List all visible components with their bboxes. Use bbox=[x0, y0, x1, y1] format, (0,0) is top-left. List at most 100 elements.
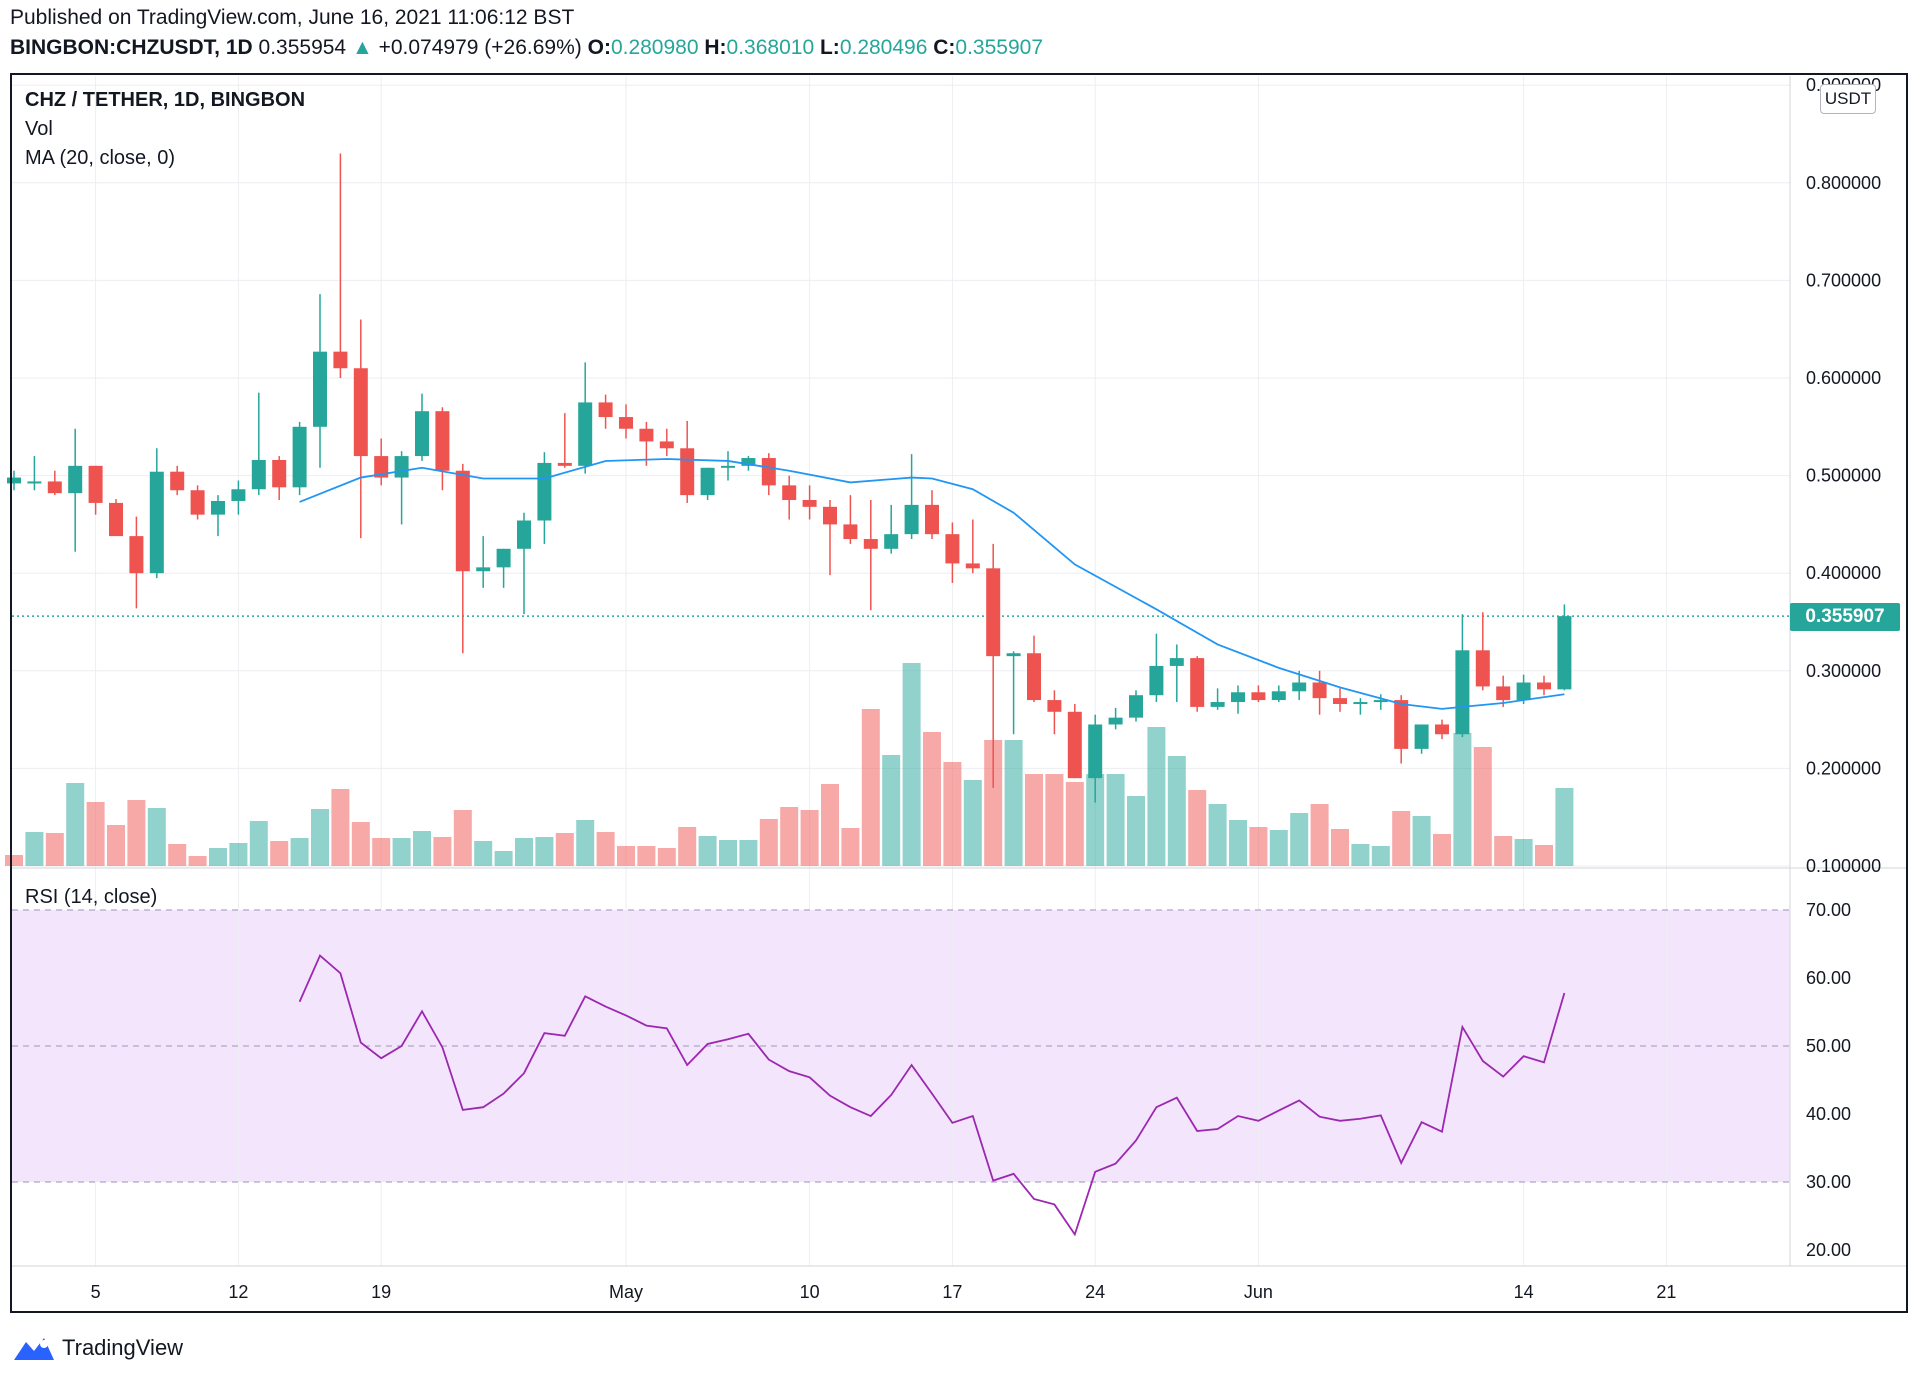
candle-body bbox=[149, 471, 164, 574]
volume-bar bbox=[739, 840, 758, 866]
volume-bar bbox=[1188, 790, 1207, 866]
volume-bar bbox=[453, 810, 472, 866]
symbol-label: BINGBON:CHZUSDT, 1D bbox=[10, 36, 253, 59]
volume-bar bbox=[1555, 788, 1574, 866]
candle-body bbox=[231, 489, 246, 501]
volume-bar bbox=[821, 784, 839, 866]
candle-body bbox=[374, 456, 389, 478]
time-tick-label: 14 bbox=[1514, 1282, 1534, 1302]
volume-bar bbox=[963, 780, 982, 866]
logo-text: TradingView bbox=[62, 1335, 184, 1360]
candle-body bbox=[190, 490, 205, 515]
volume-bar bbox=[127, 800, 146, 866]
currency-button[interactable]: USDT bbox=[1820, 84, 1876, 114]
rsi-legend: RSI (14, close) bbox=[25, 886, 158, 908]
volume-bar bbox=[1229, 820, 1247, 866]
rsi-tick-label: 40.00 bbox=[1806, 1104, 1851, 1124]
volume-bar bbox=[1433, 834, 1451, 866]
grid-lines bbox=[12, 76, 1906, 1267]
candle-body bbox=[1088, 724, 1103, 779]
rsi-line bbox=[298, 954, 1566, 1237]
volume-bars bbox=[5, 663, 1574, 866]
candle-body bbox=[292, 426, 307, 488]
volume-bar bbox=[107, 825, 125, 866]
candle-body bbox=[1475, 650, 1490, 687]
volume-bar bbox=[351, 822, 370, 866]
candle-body bbox=[578, 402, 593, 466]
time-tick-label: Jun bbox=[1244, 1282, 1273, 1302]
volume-bar bbox=[474, 841, 493, 866]
candle-body bbox=[455, 470, 470, 572]
candle-body bbox=[129, 536, 144, 574]
candle-body bbox=[1455, 650, 1470, 735]
volume-bar bbox=[984, 740, 1003, 866]
rsi-tick-label: 70.00 bbox=[1806, 900, 1851, 920]
candle-body bbox=[272, 459, 287, 488]
tradingview-logo-icon bbox=[14, 1338, 54, 1360]
time-tick-label: May bbox=[609, 1282, 643, 1302]
candle-body bbox=[1435, 724, 1449, 735]
candle-body bbox=[986, 568, 1001, 657]
candle-body bbox=[1537, 682, 1551, 690]
volume-legend: Vol bbox=[25, 118, 53, 140]
indicator-lines bbox=[298, 458, 1566, 1237]
volume-bar bbox=[1371, 846, 1390, 866]
candle-body bbox=[517, 520, 531, 549]
low-label: L: bbox=[819, 36, 840, 59]
time-tick-label: 19 bbox=[371, 1282, 391, 1302]
candle-body bbox=[88, 465, 103, 503]
volume-bar bbox=[1127, 796, 1145, 866]
volume-bar bbox=[1249, 827, 1268, 866]
time-tick-label: 10 bbox=[800, 1282, 820, 1302]
candle-body bbox=[333, 351, 348, 369]
volume-bar bbox=[5, 855, 23, 866]
volume-bar bbox=[698, 836, 717, 866]
candle-body bbox=[1414, 724, 1429, 749]
candle-body bbox=[1027, 653, 1041, 701]
volume-bar bbox=[392, 838, 411, 866]
candle-body bbox=[965, 563, 980, 569]
volume-bar bbox=[1351, 844, 1370, 866]
volume-bar bbox=[1025, 774, 1043, 866]
price-change: +0.074979 (+26.69%) bbox=[378, 36, 582, 59]
candle-body bbox=[47, 481, 62, 494]
volume-bar bbox=[902, 663, 921, 866]
open-value: 0.280980 bbox=[610, 36, 699, 59]
rsi-band bbox=[12, 910, 1790, 1182]
volume-bar bbox=[841, 828, 860, 866]
open-label: O: bbox=[587, 36, 611, 59]
volume-bar bbox=[1269, 830, 1288, 866]
close-value: 0.355907 bbox=[955, 36, 1044, 59]
rsi-tick-label: 60.00 bbox=[1806, 968, 1851, 988]
candle-body bbox=[353, 368, 368, 457]
price-tick-label: 0.500000 bbox=[1806, 466, 1881, 486]
volume-bar bbox=[555, 833, 574, 866]
candle-body bbox=[557, 462, 572, 466]
volume-bar bbox=[209, 848, 227, 866]
volume-bar bbox=[331, 789, 350, 866]
volume-bar bbox=[433, 837, 452, 866]
candle-body bbox=[782, 485, 797, 500]
volume-bar bbox=[1331, 829, 1349, 866]
volume-bar bbox=[1004, 740, 1023, 866]
candle-body bbox=[741, 458, 756, 466]
tradingview-logo[interactable]: TradingView bbox=[12, 1330, 183, 1366]
candle-body bbox=[435, 411, 450, 471]
candle-body bbox=[1312, 682, 1327, 699]
candle-body bbox=[823, 506, 837, 525]
candle-body bbox=[659, 441, 674, 449]
price-tick-label: 0.400000 bbox=[1806, 563, 1881, 583]
candle-body bbox=[639, 428, 654, 442]
last-price-tag: 0.355907 bbox=[1790, 603, 1900, 631]
volume-bar bbox=[1106, 774, 1125, 866]
volume-bar bbox=[66, 783, 85, 866]
volume-bar bbox=[882, 755, 901, 866]
chart-frame bbox=[10, 73, 1908, 1313]
candle-body bbox=[109, 502, 123, 537]
volume-bar bbox=[1392, 811, 1411, 866]
price-tick-label: 0.800000 bbox=[1806, 173, 1881, 193]
rsi-tick-label: 30.00 bbox=[1806, 1172, 1851, 1192]
volume-bar bbox=[1065, 782, 1084, 866]
candle-body bbox=[27, 481, 42, 484]
